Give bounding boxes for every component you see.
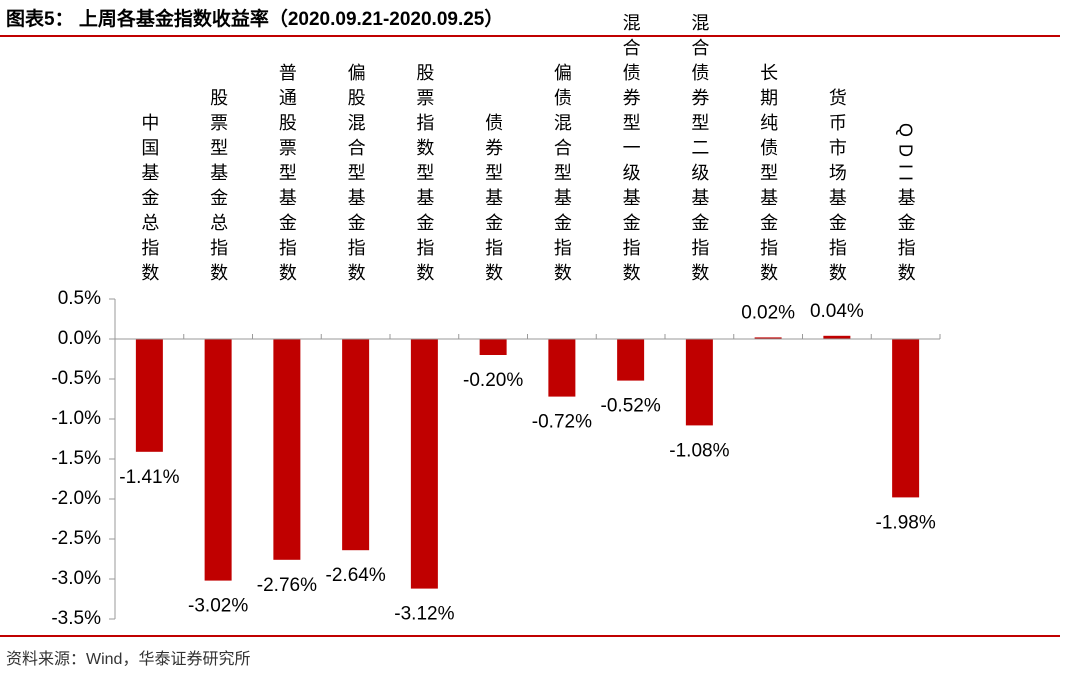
y-tick-label: -1.5% xyxy=(51,448,101,469)
x-tick-label: 偏债混合型基金指数 xyxy=(552,63,572,288)
value-label: -1.08% xyxy=(669,440,729,461)
x-tick-label: 货币市场基金指数 xyxy=(827,88,847,288)
y-tick-label: 0.0% xyxy=(58,328,101,349)
bar xyxy=(273,339,301,560)
y-tick-label: -1.0% xyxy=(51,408,101,429)
x-tick-label: 普通股票型基金指数 xyxy=(277,63,297,288)
y-tick-label: -2.0% xyxy=(51,488,101,509)
y-tick-label: -3.5% xyxy=(51,608,101,629)
value-label: -1.41% xyxy=(119,467,179,488)
x-tick-label: 债券型基金指数 xyxy=(483,113,503,288)
bar xyxy=(135,339,163,452)
chart-title: 图表5： 上周各基金指数收益率（2020.09.21-2020.09.25） xyxy=(6,7,503,30)
bar xyxy=(685,339,713,426)
value-label: -2.64% xyxy=(326,565,386,586)
y-tick-label: -3.0% xyxy=(51,568,101,589)
x-tick-label: 长期纯债型基金指数 xyxy=(758,63,778,288)
x-tick-label: 混合债券型二级基金指数 xyxy=(689,13,709,288)
value-label: -1.98% xyxy=(876,512,936,533)
x-tick-label: 股票指数型基金指数 xyxy=(414,63,434,288)
value-label: 0.04% xyxy=(810,301,864,322)
bar xyxy=(617,339,645,381)
bar xyxy=(892,339,920,498)
y-tick-label: 0.5% xyxy=(58,288,101,309)
value-label: -0.20% xyxy=(463,370,523,391)
bar xyxy=(823,335,851,339)
x-tick-label: 中国基金总指数 xyxy=(139,113,159,288)
bar xyxy=(342,339,370,551)
bar xyxy=(410,339,438,589)
value-label: -3.12% xyxy=(394,604,454,625)
bar xyxy=(479,339,507,355)
x-tick-label: QDII基金指数 xyxy=(896,123,916,288)
y-tick-label: -2.5% xyxy=(51,528,101,549)
x-tick-label: 偏股混合型基金指数 xyxy=(346,63,366,288)
x-tick-label: 混合债券型一级基金指数 xyxy=(621,13,641,288)
y-tick-label: -0.5% xyxy=(51,368,101,389)
value-label: -3.02% xyxy=(188,596,248,617)
bar xyxy=(204,339,232,581)
value-label: -2.76% xyxy=(257,575,317,596)
value-label: 0.02% xyxy=(741,302,795,323)
x-tick-label: 股票型基金总指数 xyxy=(208,88,228,288)
value-label: -0.72% xyxy=(532,412,592,433)
bar xyxy=(754,337,782,339)
value-label: -0.52% xyxy=(601,396,661,417)
source-note: 资料来源：Wind，华泰证券研究所 xyxy=(6,650,250,668)
bar xyxy=(548,339,576,397)
